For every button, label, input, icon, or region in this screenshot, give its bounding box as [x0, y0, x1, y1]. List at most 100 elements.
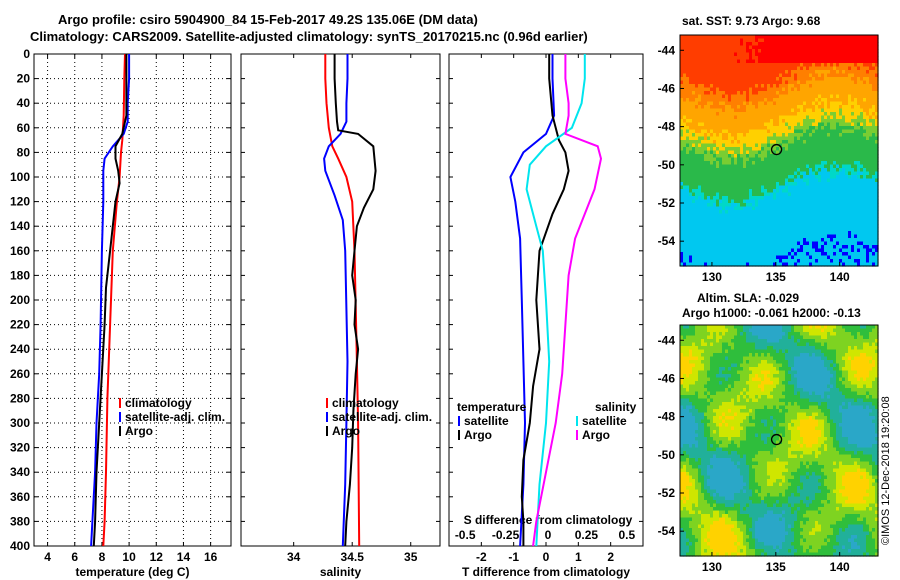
map-cell — [710, 252, 714, 257]
map-cell — [833, 182, 837, 187]
map-cell — [737, 105, 741, 110]
map-cell — [686, 451, 690, 456]
map-cell — [788, 70, 792, 75]
map-cell — [824, 245, 828, 250]
map-cell — [755, 154, 759, 159]
map-cell — [797, 248, 801, 253]
map-cell — [734, 157, 738, 162]
map-cell — [680, 206, 684, 211]
x-tick-label: 35 — [404, 550, 418, 564]
map-cell — [842, 252, 846, 257]
map-cell — [740, 126, 744, 131]
map-cell — [869, 35, 873, 40]
map-cell — [692, 493, 696, 498]
map-cell — [689, 157, 693, 162]
map-cell — [758, 80, 762, 85]
x-tick-label: -2 — [476, 550, 487, 564]
map-cell — [770, 98, 774, 103]
map-cell — [812, 245, 816, 250]
map-cell — [863, 213, 867, 218]
map-cell — [698, 210, 702, 215]
map-cell — [719, 122, 723, 127]
map-cell — [839, 133, 843, 138]
map-cell — [794, 217, 798, 222]
map-cell — [779, 98, 783, 103]
map-cell — [794, 45, 798, 50]
map-cell — [743, 112, 747, 117]
map-cell — [857, 66, 861, 71]
map-cell — [761, 238, 765, 243]
map-cell — [698, 119, 702, 124]
map-cell — [821, 227, 825, 232]
map-cell — [728, 175, 732, 180]
map-cell — [701, 245, 705, 250]
map-cell — [818, 182, 822, 187]
map-cell — [857, 70, 861, 75]
map-cell — [803, 45, 807, 50]
map-cell — [806, 143, 810, 148]
map-cell — [692, 98, 696, 103]
map-cell — [740, 161, 744, 166]
map-cell — [806, 73, 810, 78]
map-cell — [692, 402, 696, 407]
map-cell — [872, 140, 876, 145]
map-cell — [716, 38, 720, 43]
map-cell — [719, 150, 723, 155]
map-cell — [830, 164, 834, 169]
map-cell — [785, 238, 789, 243]
map-cell — [875, 220, 879, 225]
map-cell — [839, 80, 843, 85]
map-cell — [872, 56, 876, 61]
map-cell — [830, 35, 834, 40]
map-cell — [866, 234, 870, 239]
map-cell — [704, 91, 708, 96]
map-cell — [866, 185, 870, 190]
map-cell — [806, 119, 810, 124]
series-line-temperature-satellite — [509, 54, 556, 547]
map-cell — [833, 199, 837, 204]
map-cell — [749, 213, 753, 218]
map-cell — [713, 182, 717, 187]
map-cell — [779, 108, 783, 113]
map-cell — [755, 42, 759, 47]
map-cell — [749, 182, 753, 187]
map-cell — [695, 402, 699, 407]
map-cell — [770, 70, 774, 75]
map-cell — [857, 136, 861, 141]
map-cell — [749, 259, 753, 264]
map-cell — [785, 73, 789, 78]
map-cell — [689, 405, 693, 410]
map-cell — [683, 503, 687, 508]
map-cell — [788, 238, 792, 243]
map-cell — [863, 136, 867, 141]
map-cell — [800, 129, 804, 134]
map-cell — [755, 248, 759, 253]
map-cell — [818, 252, 822, 257]
map-cell — [791, 52, 795, 57]
map-cell — [698, 45, 702, 50]
map-cell — [800, 73, 804, 78]
map-cell — [704, 94, 708, 99]
map-cell — [827, 105, 831, 110]
map-cell — [695, 171, 699, 176]
map-cell — [761, 63, 765, 68]
map-cell — [863, 147, 867, 152]
map-cell — [698, 231, 702, 236]
map-cell — [689, 437, 693, 442]
map-cell — [797, 38, 801, 43]
map-cell — [728, 248, 732, 253]
map-cell — [830, 91, 834, 96]
map-cell — [863, 196, 867, 201]
map-cell — [782, 77, 786, 82]
map-cell — [707, 98, 711, 103]
map-cell — [782, 154, 786, 159]
map-cell — [737, 52, 741, 57]
map-cell — [809, 105, 813, 110]
map-cell — [704, 175, 708, 180]
map-cell — [830, 112, 834, 117]
map-cell — [833, 59, 837, 64]
map-cell — [695, 45, 699, 50]
map-cell — [734, 105, 738, 110]
map-cell — [701, 143, 705, 148]
map-cell — [872, 182, 876, 187]
